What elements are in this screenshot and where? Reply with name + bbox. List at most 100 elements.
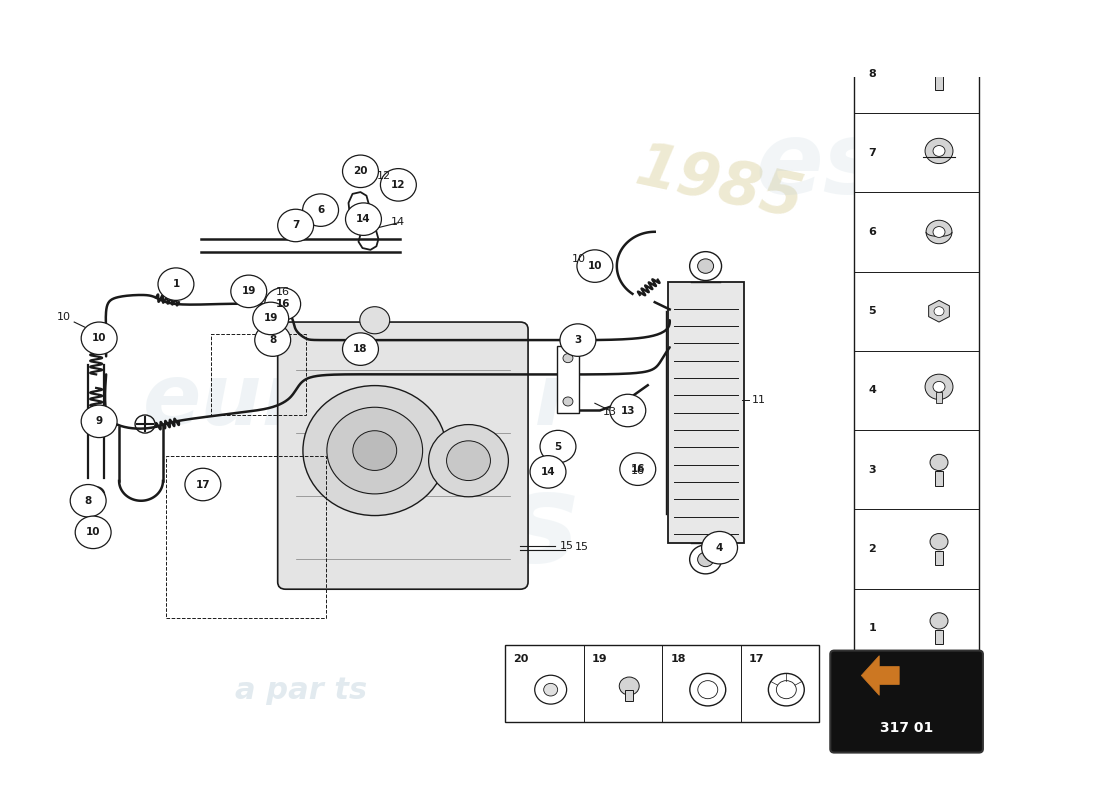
Text: 10: 10 [86,527,100,538]
Circle shape [302,194,339,226]
Text: es: es [756,118,883,215]
FancyBboxPatch shape [557,346,579,414]
Circle shape [530,456,566,488]
Text: 15: 15 [575,542,589,553]
Circle shape [769,674,804,706]
FancyBboxPatch shape [935,550,943,565]
Text: a par ts: a par ts [234,676,366,705]
Text: 12: 12 [376,170,390,181]
Circle shape [345,203,382,235]
Text: 13: 13 [620,406,635,415]
Polygon shape [928,300,949,322]
Circle shape [342,333,378,366]
Circle shape [353,430,397,470]
Text: 17: 17 [196,479,210,490]
Text: 7: 7 [292,221,299,230]
Circle shape [81,405,117,438]
FancyBboxPatch shape [277,322,528,590]
Circle shape [925,374,953,399]
Circle shape [302,386,447,515]
Circle shape [381,169,416,201]
Text: 10: 10 [572,254,586,263]
FancyBboxPatch shape [668,282,744,543]
Circle shape [563,354,573,362]
Text: 10: 10 [57,312,72,322]
FancyBboxPatch shape [935,0,943,12]
Text: 20: 20 [353,166,367,176]
FancyBboxPatch shape [935,630,943,644]
Circle shape [619,677,639,695]
Circle shape [560,324,596,356]
FancyBboxPatch shape [935,75,943,90]
Circle shape [933,226,945,238]
Circle shape [697,552,714,566]
FancyBboxPatch shape [625,690,634,701]
Circle shape [429,425,508,497]
Text: 9: 9 [96,416,102,426]
Circle shape [255,324,290,356]
Circle shape [930,58,948,74]
Text: 317 01: 317 01 [880,721,933,735]
Circle shape [231,275,266,308]
Circle shape [609,394,646,426]
Circle shape [185,468,221,501]
Circle shape [926,220,952,244]
Text: 18: 18 [670,654,685,664]
Text: 16: 16 [275,299,290,309]
Text: 5: 5 [868,306,876,316]
Text: 17: 17 [749,654,764,664]
Text: 4: 4 [716,542,724,553]
Circle shape [930,454,948,470]
Circle shape [702,531,737,564]
Text: 1: 1 [868,623,876,633]
FancyBboxPatch shape [855,0,979,668]
Text: 20: 20 [513,654,528,664]
Circle shape [619,453,656,486]
Circle shape [576,250,613,282]
Circle shape [690,252,722,281]
Text: 11: 11 [751,395,766,405]
Text: 5: 5 [554,442,562,452]
Circle shape [75,516,111,549]
Text: 16: 16 [276,287,289,297]
Circle shape [690,545,722,574]
Text: 19: 19 [264,314,278,323]
Text: 19: 19 [242,286,256,296]
Circle shape [540,430,576,463]
Circle shape [70,485,106,517]
Text: 10: 10 [587,261,602,271]
Circle shape [158,268,194,300]
Circle shape [265,288,300,320]
Text: 12: 12 [392,180,406,190]
Text: 19: 19 [592,654,607,664]
Circle shape [690,674,726,706]
Circle shape [933,382,945,392]
Text: 14: 14 [392,218,406,227]
Circle shape [327,407,422,494]
Circle shape [81,322,117,354]
FancyBboxPatch shape [830,650,983,753]
Circle shape [277,210,313,242]
FancyBboxPatch shape [505,645,820,722]
Text: 14: 14 [541,467,556,477]
Circle shape [253,302,288,334]
Text: 8: 8 [868,69,876,78]
Circle shape [360,306,389,334]
FancyBboxPatch shape [936,392,942,403]
Text: 7: 7 [868,148,876,158]
Circle shape [543,683,558,696]
Circle shape [697,259,714,274]
Circle shape [697,681,718,698]
Text: 1985: 1985 [630,138,808,231]
Text: 15: 15 [560,541,574,551]
Circle shape [777,681,796,698]
Circle shape [934,306,944,316]
Text: eurospar: eurospar [143,360,578,443]
Circle shape [930,613,948,629]
Circle shape [535,675,566,704]
Text: 16: 16 [630,466,645,476]
Text: 16: 16 [630,464,645,474]
Circle shape [447,441,491,481]
Circle shape [930,534,948,550]
FancyBboxPatch shape [935,471,943,486]
